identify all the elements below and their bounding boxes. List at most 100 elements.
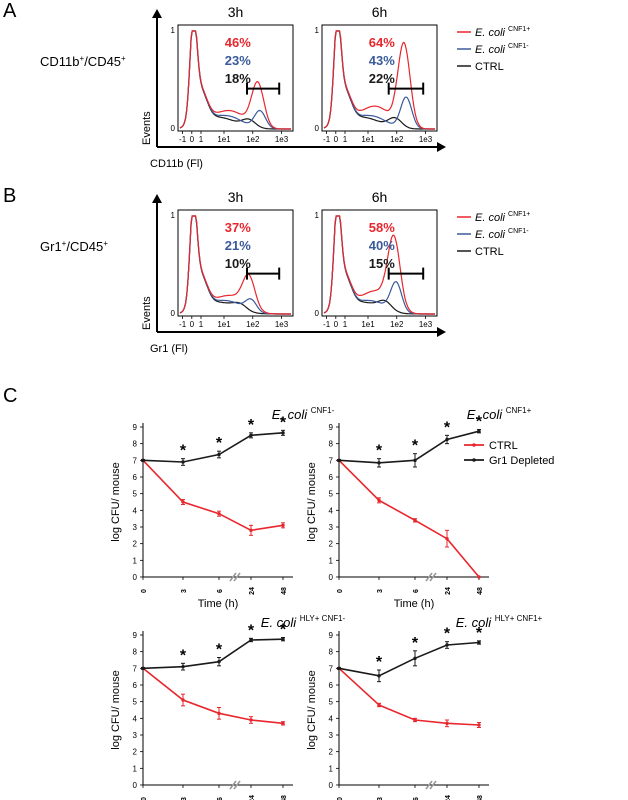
x-tick-label: 3 (377, 797, 384, 800)
data-point (377, 498, 381, 503)
legend-label: E. coli CNF1- (475, 228, 529, 241)
y-tick-label: 2 (133, 540, 138, 549)
axis-break-mark (233, 572, 241, 582)
y-tick-label: 4 (329, 506, 334, 515)
data-point (249, 528, 253, 533)
histogram-curve-red (323, 30, 435, 130)
gate-percentage: 18% (225, 71, 251, 86)
y-tick-label: 3 (329, 523, 334, 532)
gate-percentage: 23% (225, 53, 251, 68)
y-axis-label: Events (141, 296, 153, 330)
y-tick-label: 9 (329, 631, 334, 640)
data-point (181, 698, 185, 702)
axis-break-mark (229, 780, 237, 790)
data-point (477, 575, 481, 579)
panel-c: C CTRL Gr1 Depleted E. coli CNF1- 0 1 2 3 4 5 6 7 8 9… (3, 385, 554, 800)
legend-label: E. coli CNF1+ (475, 26, 530, 39)
arrow-head (152, 9, 162, 18)
axis-break-mark (429, 780, 437, 790)
series-line (142, 667, 284, 725)
histogram-x-tick: 1e1 (217, 320, 231, 329)
x-tick-label: 24 (249, 587, 256, 595)
significance-star: * (476, 625, 483, 642)
y-tick-label: 0 (133, 781, 138, 790)
histogram-x-tick: -1 (323, 135, 331, 144)
series-gr1-depleted: * * * * (141, 622, 287, 671)
data-point (217, 452, 221, 457)
y-tick-label: 0 (133, 573, 138, 582)
legend-marker (472, 443, 476, 447)
series-ctrl (141, 666, 285, 726)
x-tick-label: 6 (413, 589, 420, 593)
data-point (445, 721, 449, 726)
legend-marker (472, 458, 476, 462)
data-point (281, 637, 285, 641)
data-point (445, 643, 449, 647)
data-point (377, 461, 381, 465)
axis-break-mark (425, 780, 433, 790)
significance-star: * (180, 443, 187, 460)
y-tick-label: 7 (133, 456, 138, 465)
histogram-y-tick: 1 (315, 211, 320, 220)
histogram-x-tick: 1 (199, 320, 204, 329)
data-point (249, 638, 253, 642)
series-ctrl (141, 458, 285, 536)
chart-title: E. coli HLY+ CNF1- (261, 614, 346, 630)
cfu-chart-4: E. coli HLY+ CNF1+ 0 1 2 3 4 5 6 7 8 9 0 3 6 24 48 log C… (306, 614, 543, 800)
y-tick-label: 0 (329, 781, 334, 790)
histogram-x-tick: 1e1 (361, 135, 375, 144)
x-tick-label: 0 (337, 589, 344, 593)
gate-percentage: 15% (369, 256, 395, 271)
gate-percentage: 40% (369, 238, 395, 253)
legend-label: CTRL (475, 61, 504, 73)
y-tick-label: 3 (133, 523, 138, 532)
arrow-head (437, 142, 446, 152)
histogram-x-tick: 1e3 (419, 135, 433, 144)
y-tick-label: 6 (329, 681, 334, 690)
histogram-x-tick: 0 (334, 320, 339, 329)
series-line (338, 430, 480, 464)
population-label: CD11b+/CD45+ (40, 54, 126, 69)
data-point (181, 664, 185, 669)
data-point (181, 460, 185, 464)
population-label: Gr1+/CD45+ (40, 239, 108, 254)
data-point (477, 640, 481, 645)
x-axis-label: Time (h) (394, 598, 435, 610)
x-tick-label: 48 (477, 795, 484, 800)
y-tick-label: 5 (329, 490, 334, 499)
data-point (281, 721, 285, 726)
x-tick-label: 48 (281, 587, 288, 595)
x-tick-label: 48 (477, 587, 484, 595)
data-point (181, 500, 185, 504)
y-tick-label: 6 (329, 473, 334, 482)
data-point (477, 723, 481, 727)
histogram-x-tick: 0 (190, 320, 195, 329)
data-point (281, 431, 285, 435)
histogram-x-tick: -1 (179, 135, 187, 144)
x-axis-label: Time (h) (198, 598, 239, 610)
significance-star: * (376, 443, 383, 460)
histogram-x-tick: -1 (323, 320, 331, 329)
y-tick-label: 1 (329, 556, 334, 565)
y-axis-label: log CFU/ mouse (306, 670, 318, 749)
series-gr1-depleted: * * * * (337, 625, 483, 683)
y-tick-label: 9 (133, 423, 138, 432)
data-point (413, 656, 417, 661)
x-tick-label: 24 (249, 795, 256, 800)
series-ctrl (337, 458, 481, 579)
legend-label: E. coli CNF1- (475, 43, 529, 56)
y-tick-label: 8 (133, 440, 138, 449)
data-point (445, 536, 449, 541)
chart-title: E. coli HLY+ CNF1+ (456, 614, 543, 630)
y-tick-label: 4 (133, 506, 138, 515)
y-tick-label: 5 (133, 490, 138, 499)
cfu-legend: CTRL Gr1 Depleted (464, 440, 554, 467)
histogram-y-tick: 0 (171, 124, 176, 133)
x-tick-label: 0 (141, 589, 148, 593)
histogram-x-tick: 0 (334, 135, 339, 144)
gate-percentage: 58% (369, 220, 395, 235)
x-tick-label: 3 (181, 797, 188, 800)
